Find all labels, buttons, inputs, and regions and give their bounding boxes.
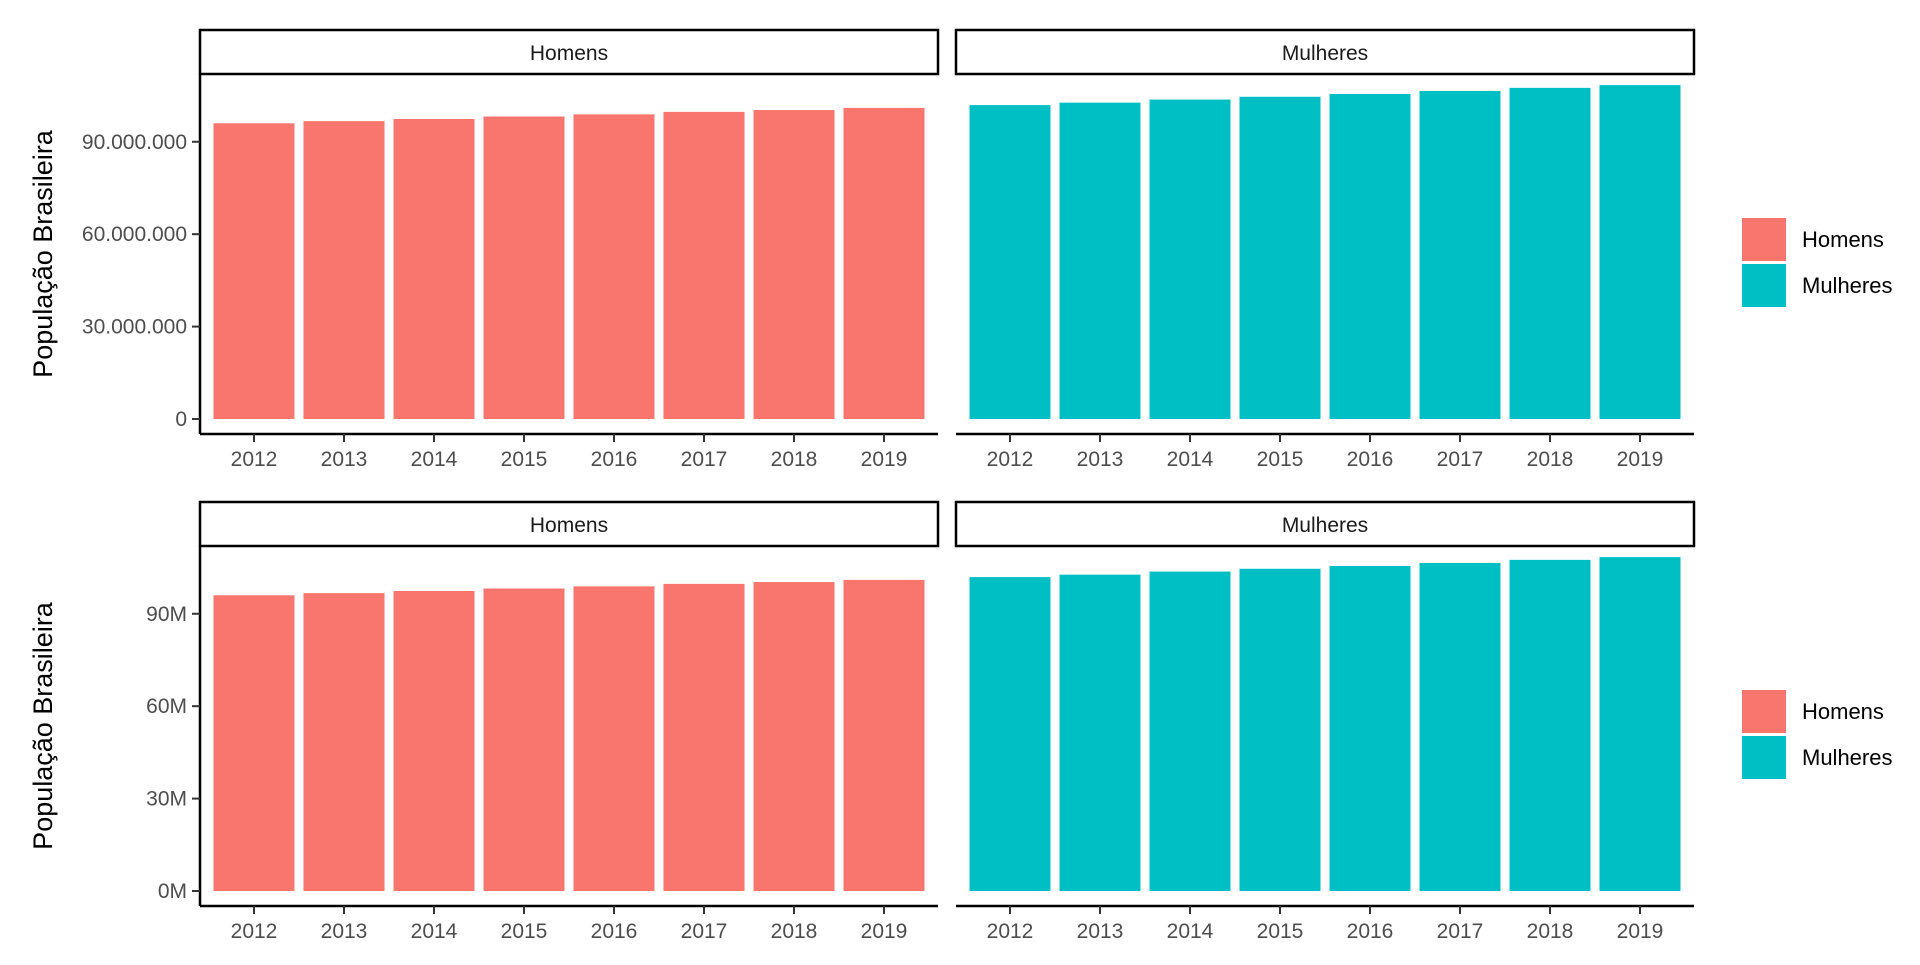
bar-homens-2018 bbox=[753, 582, 835, 891]
bar-homens-2014 bbox=[393, 118, 475, 420]
x-tick-label: 2016 bbox=[591, 920, 638, 943]
facet-strip-homens bbox=[198, 28, 940, 76]
bar-homens-2012 bbox=[213, 595, 295, 891]
legend-label: Homens bbox=[1802, 227, 1884, 252]
bar-mulheres-2014 bbox=[1149, 99, 1231, 420]
x-tick-label: 2016 bbox=[1347, 448, 1394, 471]
x-tick-label: 2017 bbox=[681, 920, 728, 943]
x-tick-label: 2017 bbox=[1437, 448, 1484, 471]
facet-strip-mulheres bbox=[954, 28, 1696, 76]
x-tick-label: 2013 bbox=[321, 448, 368, 471]
x-tick-label: 2018 bbox=[771, 448, 818, 471]
bar-mulheres-2015 bbox=[1239, 96, 1321, 419]
y-tick-label: 30M bbox=[146, 788, 187, 811]
legend-key-mulheres bbox=[1742, 736, 1786, 779]
facet-strip-homens bbox=[198, 500, 940, 548]
bar-homens-2017 bbox=[663, 111, 745, 419]
y-tick-label: 60M bbox=[146, 695, 187, 718]
x-tick-label: 2015 bbox=[501, 920, 548, 943]
legend-label: Mulheres bbox=[1802, 745, 1892, 770]
x-tick-label: 2018 bbox=[1527, 920, 1574, 943]
x-tick-label: 2017 bbox=[681, 448, 728, 471]
bar-homens-2018 bbox=[753, 110, 835, 420]
bar-mulheres-2012 bbox=[969, 105, 1051, 420]
y-tick-label: 90M bbox=[146, 603, 187, 626]
x-tick-label: 2018 bbox=[1527, 448, 1574, 471]
x-tick-label: 2016 bbox=[591, 448, 638, 471]
y-axis-title: População Brasileira bbox=[28, 601, 58, 850]
bar-homens-2012 bbox=[213, 123, 295, 420]
facet-strip-label: Homens bbox=[530, 42, 608, 65]
legend-label: Mulheres bbox=[1802, 273, 1892, 298]
y-axis-title: População Brasileira bbox=[28, 129, 58, 378]
y-tick-label: 60.000.000 bbox=[82, 223, 187, 246]
x-tick-label: 2019 bbox=[1617, 448, 1664, 471]
bar-homens-2014 bbox=[393, 590, 475, 891]
legend-label: Homens bbox=[1802, 699, 1884, 724]
bar-homens-2013 bbox=[303, 121, 385, 420]
bar-homens-2015 bbox=[483, 588, 565, 891]
facet-strip-label: Homens bbox=[530, 514, 608, 537]
y-tick-label: 90.000.000 bbox=[82, 131, 187, 154]
bar-homens-2015 bbox=[483, 116, 565, 420]
bar-homens-2016 bbox=[573, 586, 655, 891]
x-tick-label: 2013 bbox=[1077, 448, 1124, 471]
x-tick-label: 2012 bbox=[231, 448, 278, 471]
bar-mulheres-2016 bbox=[1329, 94, 1411, 419]
x-tick-label: 2015 bbox=[1257, 448, 1304, 471]
facet-strip-label: Mulheres bbox=[1282, 42, 1368, 65]
bar-homens-2019 bbox=[843, 579, 925, 891]
x-tick-label: 2018 bbox=[771, 920, 818, 943]
bar-mulheres-2018 bbox=[1509, 87, 1591, 420]
x-tick-label: 2014 bbox=[1167, 920, 1214, 943]
y-tick-label: 0M bbox=[158, 880, 187, 903]
facet-strip-label: Mulheres bbox=[1282, 514, 1368, 537]
x-tick-label: 2014 bbox=[1167, 448, 1214, 471]
bar-mulheres-2019 bbox=[1599, 85, 1681, 419]
x-tick-label: 2012 bbox=[231, 920, 278, 943]
y-tick-label: 0 bbox=[175, 408, 187, 431]
y-tick-label: 30.000.000 bbox=[82, 316, 187, 339]
bar-homens-2016 bbox=[573, 114, 655, 420]
bar-mulheres-2017 bbox=[1419, 562, 1501, 891]
x-tick-label: 2014 bbox=[411, 920, 458, 943]
bar-mulheres-2017 bbox=[1419, 90, 1501, 420]
facet-strip-mulheres bbox=[954, 500, 1696, 548]
x-tick-label: 2014 bbox=[411, 448, 458, 471]
x-tick-label: 2013 bbox=[321, 920, 368, 943]
legend-key-homens bbox=[1742, 690, 1786, 733]
x-tick-label: 2012 bbox=[987, 448, 1034, 471]
bar-mulheres-2019 bbox=[1599, 557, 1681, 891]
x-tick-label: 2015 bbox=[501, 448, 548, 471]
bar-homens-2017 bbox=[663, 583, 745, 891]
x-tick-label: 2012 bbox=[987, 920, 1034, 943]
x-tick-label: 2015 bbox=[1257, 920, 1304, 943]
x-tick-label: 2019 bbox=[1617, 920, 1664, 943]
bar-mulheres-2018 bbox=[1509, 559, 1591, 891]
bar-mulheres-2013 bbox=[1059, 574, 1141, 891]
bar-mulheres-2016 bbox=[1329, 566, 1411, 891]
bar-homens-2013 bbox=[303, 593, 385, 891]
bar-mulheres-2012 bbox=[969, 577, 1051, 891]
x-tick-label: 2013 bbox=[1077, 920, 1124, 943]
x-tick-label: 2017 bbox=[1437, 920, 1484, 943]
bar-mulheres-2013 bbox=[1059, 102, 1141, 419]
bar-mulheres-2014 bbox=[1149, 571, 1231, 891]
legend-key-homens bbox=[1742, 218, 1786, 261]
x-tick-label: 2019 bbox=[861, 448, 908, 471]
bar-homens-2019 bbox=[843, 107, 925, 420]
x-tick-label: 2016 bbox=[1347, 920, 1394, 943]
legend-key-mulheres bbox=[1742, 264, 1786, 307]
bar-mulheres-2015 bbox=[1239, 568, 1321, 891]
x-tick-label: 2019 bbox=[861, 920, 908, 943]
